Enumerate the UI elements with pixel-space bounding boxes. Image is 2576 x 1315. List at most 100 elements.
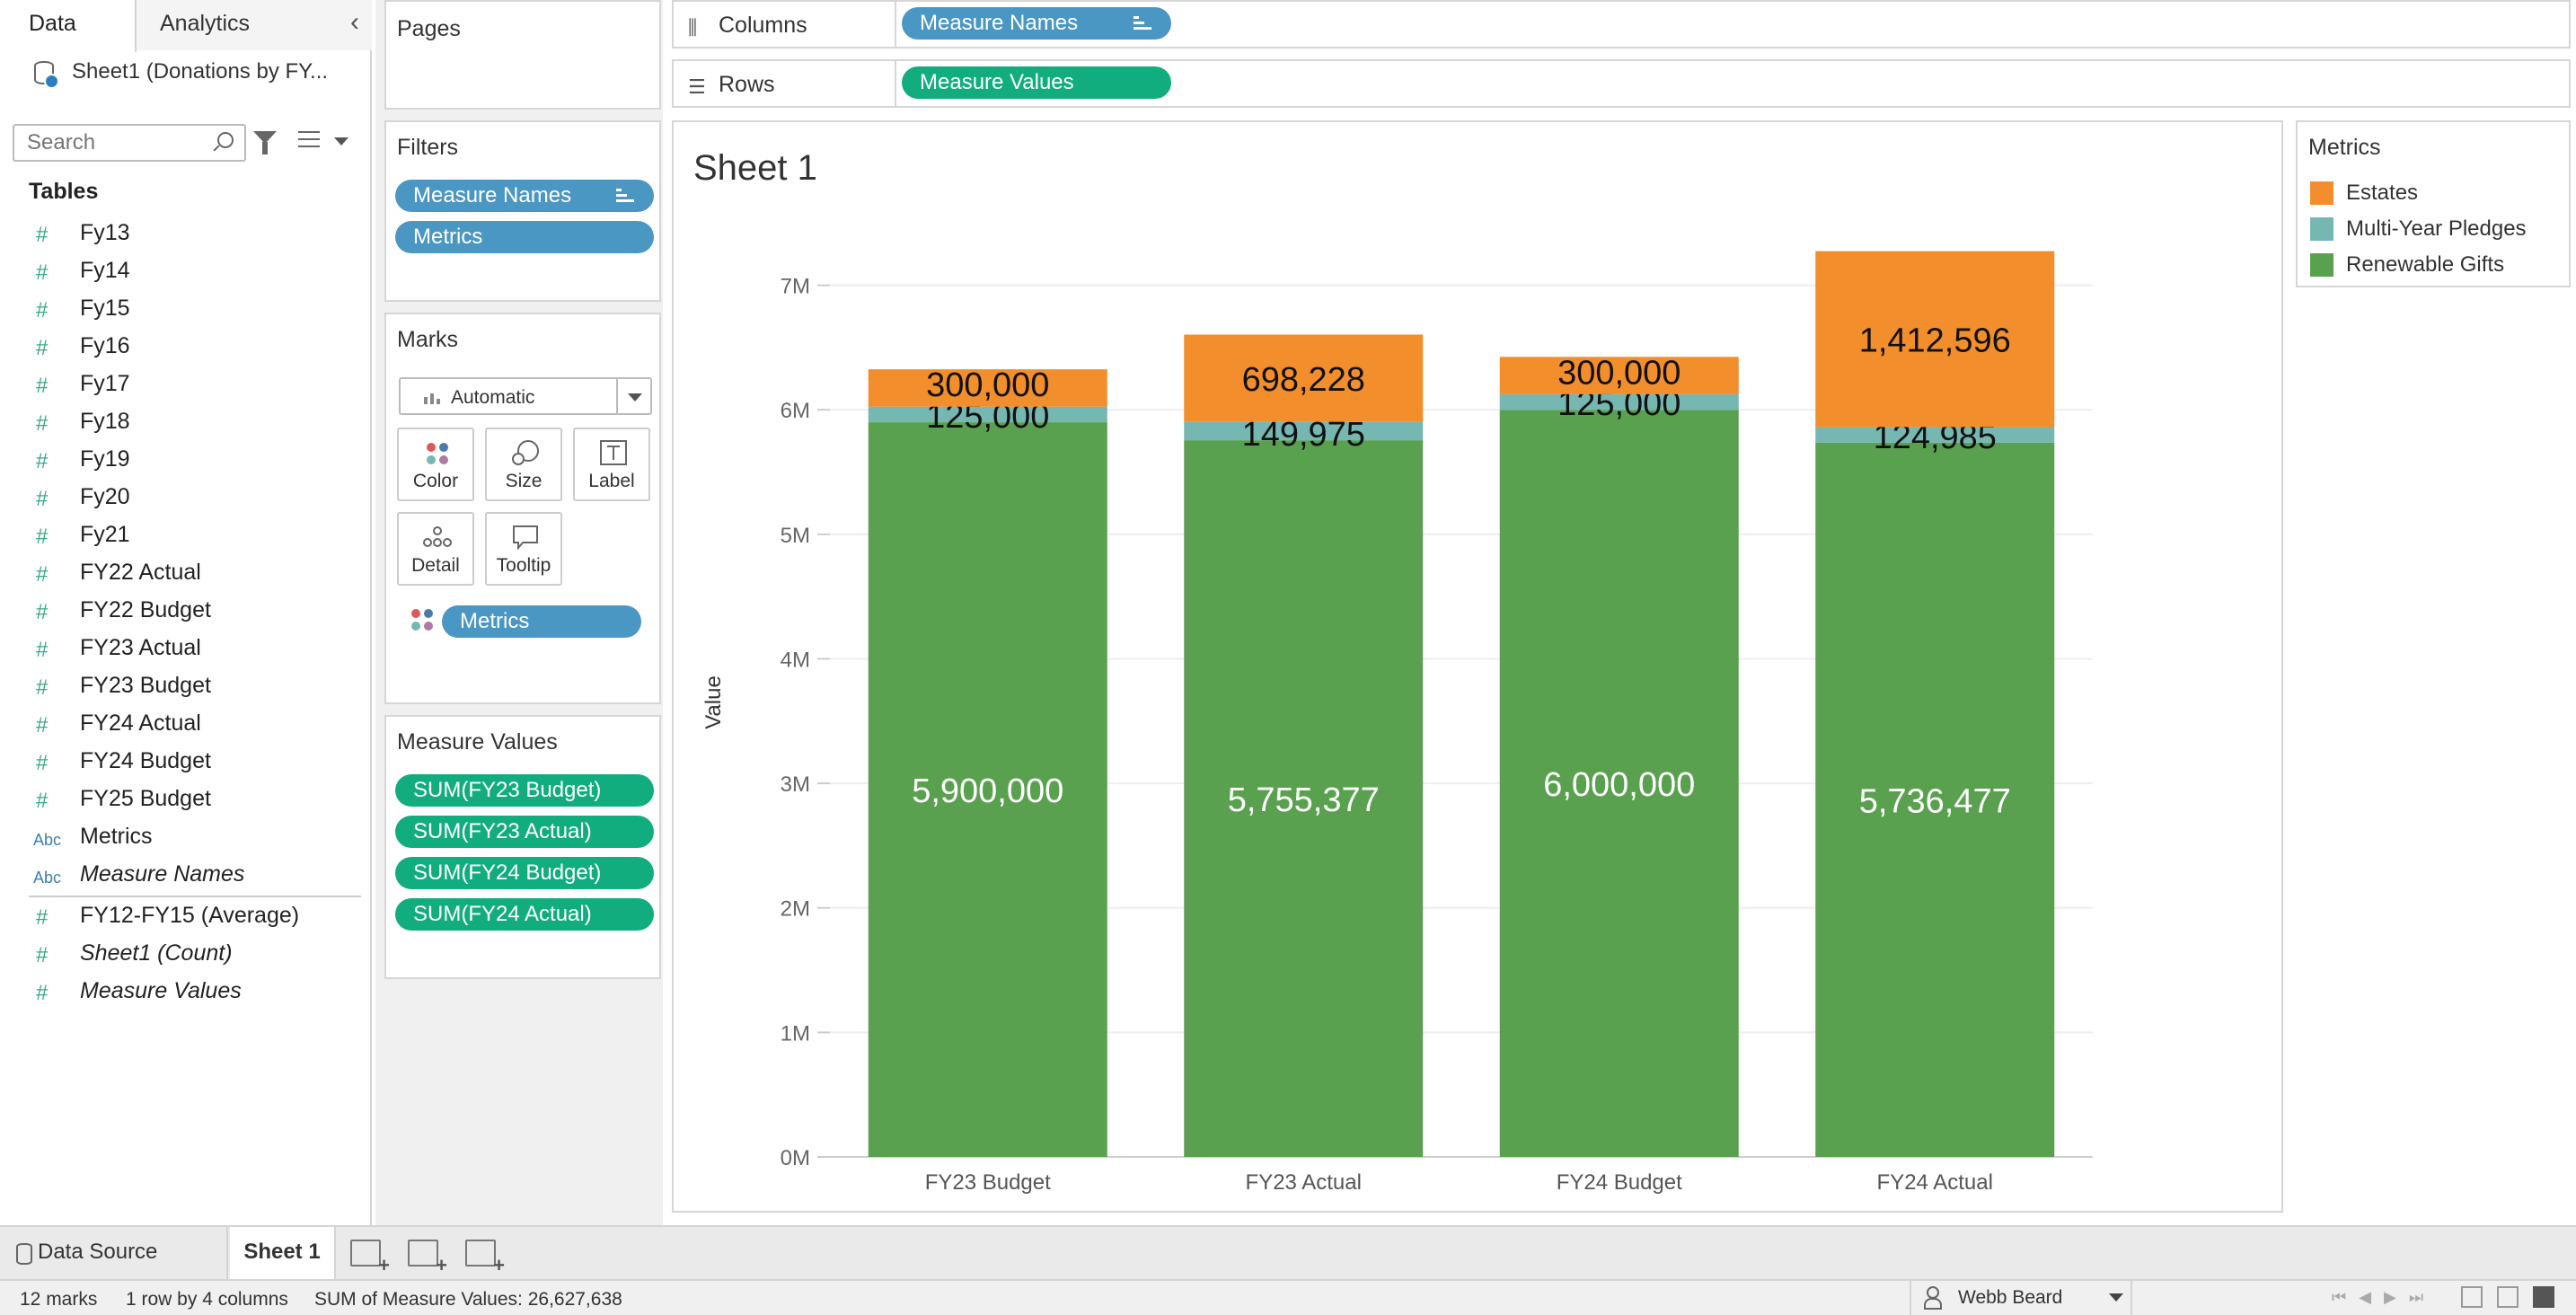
bar-mark-icon <box>424 393 440 404</box>
field-label: Measure Values <box>80 978 242 1003</box>
field-item[interactable]: # FY25 Budget <box>0 783 370 819</box>
y-tick-label: 7M <box>781 275 810 299</box>
columns-pill-measure-names[interactable]: Measure Names <box>902 7 1171 40</box>
filters-card[interactable]: Filters Measure Names Metrics <box>384 120 661 302</box>
bar-segment[interactable] <box>1815 251 2055 428</box>
bar-segment[interactable] <box>1499 410 1739 1157</box>
size-button[interactable]: Size <box>485 428 562 501</box>
field-item[interactable]: # Fy19 <box>0 444 370 480</box>
tab-sheet-1[interactable]: Sheet 1 <box>230 1227 336 1279</box>
chevron-down-icon[interactable] <box>334 137 348 146</box>
field-item[interactable]: Abc Measure Names <box>0 859 370 895</box>
mark-type-dropdown[interactable]: Automatic <box>399 377 652 415</box>
columns-label: ⫼ Columns <box>674 2 896 47</box>
filter-icon[interactable] <box>253 131 277 154</box>
datasource-label: Sheet1 (Donations by FY... <box>72 59 329 84</box>
tabs-view-icon[interactable] <box>2533 1286 2554 1308</box>
field-label: Fy13 <box>80 220 130 245</box>
bar-segment[interactable] <box>868 422 1107 1158</box>
field-item[interactable]: # Fy14 <box>0 255 370 291</box>
detail-label: Detail <box>411 555 460 576</box>
marks-pill-metrics[interactable]: Metrics <box>442 605 641 638</box>
search-icon[interactable] <box>217 132 234 148</box>
field-label: Fy20 <box>80 484 130 509</box>
tab-data-source[interactable]: Data Source <box>0 1227 228 1279</box>
field-item[interactable]: # Measure Values <box>0 975 370 1011</box>
rows-pill-measure-values[interactable]: Measure Values <box>902 66 1171 99</box>
field-item[interactable]: # FY12-FY15 (Average) <box>0 900 370 936</box>
field-item[interactable]: # FY23 Budget <box>0 670 370 706</box>
sheet-navigation-icons[interactable]: ⏮◀▶⏭ <box>2332 1288 2437 1306</box>
datasource-icon <box>34 61 59 89</box>
bar-segment[interactable] <box>1184 334 1424 422</box>
bar-segment[interactable] <box>1184 440 1424 1157</box>
field-item[interactable]: # FY24 Actual <box>0 708 370 744</box>
field-label: FY24 Budget <box>80 748 211 773</box>
measure-pill-fy23-budget[interactable]: SUM(FY23 Budget) <box>395 774 654 807</box>
sheet-sorter-icon[interactable] <box>2461 1286 2483 1308</box>
field-item[interactable]: # Fy13 <box>0 217 370 253</box>
field-item[interactable]: # Fy21 <box>0 519 370 555</box>
measure-pill-fy23-actual[interactable]: SUM(FY23 Actual) <box>395 816 654 848</box>
new-story-icon[interactable] <box>465 1240 505 1277</box>
field-label: FY22 Actual <box>80 560 201 585</box>
field-item[interactable]: # Fy15 <box>0 293 370 329</box>
bar-segment[interactable] <box>1815 442 2055 1157</box>
legend-item-estates[interactable]: Estates <box>2307 174 2567 210</box>
field-item[interactable]: # FY24 Budget <box>0 746 370 781</box>
rows-shelf[interactable]: ☰ Rows Measure Values <box>672 59 2571 108</box>
field-item[interactable]: Abc Metrics <box>0 821 370 857</box>
field-label: Fy21 <box>80 522 130 547</box>
field-item[interactable]: # FY22 Actual <box>0 557 370 593</box>
tables-heading: Tables <box>29 179 99 204</box>
bar-segment[interactable] <box>1499 357 1739 394</box>
field-item[interactable]: # Fy20 <box>0 481 370 517</box>
color-button[interactable]: Color <box>397 428 474 501</box>
filter-pill-metrics[interactable]: Metrics <box>395 221 654 253</box>
measure-pill-fy24-actual[interactable]: SUM(FY24 Actual) <box>395 898 654 931</box>
field-item[interactable]: # Fy17 <box>0 368 370 404</box>
tab-analytics[interactable]: Analytics <box>137 0 372 50</box>
bar-segment[interactable] <box>868 369 1107 407</box>
field-item[interactable]: # Sheet1 (Count) <box>0 938 370 974</box>
rows-label: ☰ Rows <box>674 61 896 106</box>
sort-icon <box>1134 16 1151 31</box>
filter-pill-measure-names[interactable]: Measure Names <box>395 180 654 212</box>
new-dashboard-icon[interactable] <box>408 1240 447 1277</box>
collapse-pane-icon[interactable]: ‹ <box>350 7 359 37</box>
measure-pill-fy24-budget[interactable]: SUM(FY24 Budget) <box>395 857 654 889</box>
data-label: 5,736,477 <box>1859 782 2011 820</box>
columns-shelf[interactable]: ⫼ Columns Measure Names <box>672 0 2571 49</box>
detail-button[interactable]: Detail <box>397 512 474 586</box>
legend-item-renewable-gifts[interactable]: Renewable Gifts <box>2307 246 2567 282</box>
chevron-down-icon[interactable] <box>616 379 650 413</box>
color-shelf-icon <box>411 609 433 631</box>
field-item[interactable]: # Fy18 <box>0 406 370 442</box>
user-menu[interactable]: Webb Beard <box>1910 1279 2132 1315</box>
filmstrip-icon[interactable] <box>2497 1286 2519 1308</box>
chevron-down-icon[interactable] <box>2109 1293 2123 1302</box>
measure-type-icon: # <box>36 260 49 285</box>
field-label: Fy15 <box>80 296 130 321</box>
view-mode-buttons[interactable] <box>2461 1286 2569 1310</box>
legend-title: Metrics <box>2308 135 2381 160</box>
label-button[interactable]: Label <box>573 428 650 501</box>
view-options-icon[interactable] <box>298 131 320 147</box>
bar-segment[interactable] <box>868 406 1107 423</box>
search-input[interactable] <box>13 124 246 162</box>
bar-segment[interactable] <box>1184 421 1424 441</box>
legend-item-multi-year-pledges[interactable]: Multi-Year Pledges <box>2307 210 2567 246</box>
legend-swatch <box>2310 217 2333 241</box>
field-item[interactable]: # Fy16 <box>0 331 370 366</box>
pages-card[interactable]: Pages <box>384 0 661 110</box>
new-worksheet-icon[interactable] <box>350 1240 390 1277</box>
bar-segment[interactable] <box>1815 427 2055 443</box>
field-item[interactable]: # FY22 Budget <box>0 595 370 631</box>
tab-data[interactable]: Data <box>0 0 137 52</box>
bar-segment[interactable] <box>1499 393 1739 410</box>
field-item[interactable]: # FY23 Actual <box>0 632 370 668</box>
mark-type-label: Automatic <box>451 387 535 408</box>
datasource[interactable]: Sheet1 (Donations by FY... <box>34 59 329 89</box>
tooltip-button[interactable]: Tooltip <box>485 512 562 586</box>
legend-label: Renewable Gifts <box>2346 252 2505 277</box>
